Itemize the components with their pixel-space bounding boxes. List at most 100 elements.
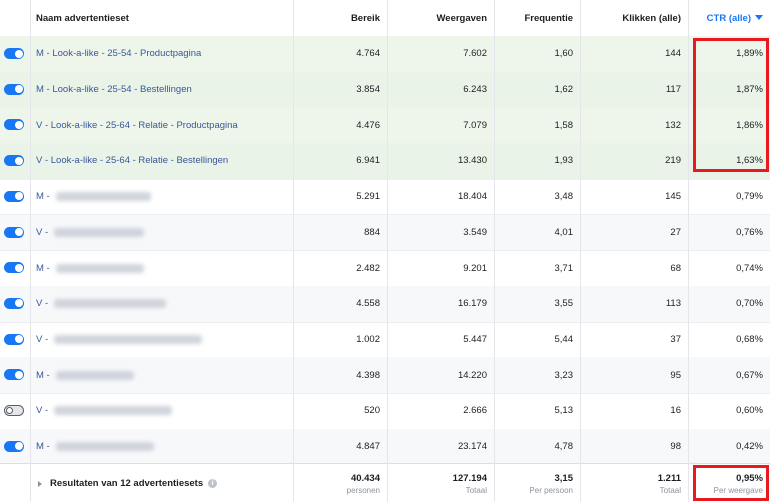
ad-set-toggle[interactable] <box>4 226 24 238</box>
ad-set-name-cell[interactable]: V - <box>30 215 293 251</box>
column-divider <box>30 0 31 502</box>
cell-frequency: 3,55 <box>554 298 574 310</box>
ad-set-name-cell[interactable]: V - Look-a-like - 25-64 - Relatie - Best… <box>30 143 293 179</box>
ad-set-name-cell[interactable]: M - <box>30 357 293 393</box>
table-row[interactable]: V - Look-a-like - 25-64 - Relatie - Best… <box>0 143 770 180</box>
ad-set-name-cell[interactable]: V - Look-a-like - 25-64 - Relatie - Prod… <box>30 107 293 143</box>
info-icon[interactable]: i <box>208 479 218 488</box>
cell-reach: 6.941 <box>356 155 380 167</box>
cell-frequency: 1,93 <box>554 155 574 167</box>
ad-set-toggle[interactable] <box>4 119 24 131</box>
ad-set-name-link[interactable]: M - <box>36 369 50 381</box>
ad-set-name-link[interactable]: M - <box>36 441 50 453</box>
ad-set-name-link[interactable]: M - Look-a-like - 25-54 - Bestellingen <box>36 84 192 96</box>
cell-impressions: 23.174 <box>457 441 487 453</box>
summary-frequency-value: 3,15 <box>554 472 574 484</box>
column-header-ctr-label: CTR (alle) <box>706 12 751 24</box>
cell-clicks: 132 <box>665 119 681 131</box>
ctr-highlight-box <box>693 38 769 172</box>
ad-set-name-cell[interactable]: M - Look-a-like - 25-54 - Productpagina <box>30 36 293 72</box>
ad-set-name-link[interactable]: V - <box>36 405 49 417</box>
cell-reach: 4.558 <box>356 298 380 310</box>
cell-clicks: 95 <box>670 369 681 381</box>
table-row[interactable]: V - 884 3.549 4,01 27 0,76% <box>0 214 770 252</box>
summary-reach-unit: personen <box>346 485 380 495</box>
summary-clicks-unit: Totaal <box>659 485 681 495</box>
column-header-clicks[interactable]: Klikken (alle) <box>622 12 681 24</box>
ad-set-name-cell[interactable]: M - <box>30 179 293 215</box>
cell-clicks: 117 <box>665 84 681 96</box>
ad-set-name-link[interactable]: V - <box>36 333 49 345</box>
table-row[interactable]: V - Look-a-like - 25-64 - Relatie - Prod… <box>0 107 770 145</box>
cell-impressions: 2.666 <box>463 405 487 417</box>
toggle-knob <box>14 299 23 308</box>
summary-label-cell[interactable]: Resultaten van 12 advertentiesets i <box>0 464 293 503</box>
cell-ctr: 0,60% <box>736 405 763 417</box>
summary-ctr: 0,95% Per weergave <box>688 464 770 503</box>
ad-set-toggle[interactable] <box>4 262 24 274</box>
ad-set-toggle[interactable] <box>4 405 24 416</box>
redacted-name <box>54 334 203 344</box>
cell-clicks: 113 <box>665 298 681 310</box>
table-row[interactable]: M - 4.398 14.220 3,23 95 0,67% <box>0 357 770 394</box>
ad-set-name-link[interactable]: V - Look-a-like - 25-64 - Relatie - Best… <box>36 155 229 167</box>
ad-set-toggle[interactable] <box>4 369 24 381</box>
table-header: Naam advertentieset Bereik Weergaven Fre… <box>0 0 770 37</box>
column-header-name[interactable]: Naam advertentieset <box>36 12 129 24</box>
table-row[interactable]: M - Look-a-like - 25-54 - Bestellingen 3.… <box>0 71 770 109</box>
table-row[interactable]: V - 520 2.666 5,13 16 0,60% <box>0 393 770 430</box>
column-header-ctr[interactable]: CTR (alle) <box>688 0 770 36</box>
table-row[interactable]: M - 5.291 18.404 3,48 145 0,79% <box>0 179 770 216</box>
column-header-impressions[interactable]: Weergaven <box>436 12 487 24</box>
cell-impressions: 18.404 <box>457 191 487 203</box>
column-header-frequency[interactable]: Frequentie <box>524 12 573 24</box>
table-row[interactable]: M - 4.847 23.174 4,78 98 0,42% <box>0 428 770 466</box>
table-row[interactable]: V - 1.002 5.447 5,44 37 0,68% <box>0 322 770 359</box>
ad-set-name-link[interactable]: V - <box>36 226 49 238</box>
ad-set-name-cell[interactable]: V - <box>30 286 293 322</box>
ad-set-toggle[interactable] <box>4 333 24 345</box>
table-row[interactable]: V - 4.558 16.179 3,55 113 0,70% <box>0 285 770 323</box>
expand-caret-icon[interactable] <box>38 480 42 487</box>
toggle-knob <box>14 120 23 129</box>
ad-set-name-link[interactable]: M - <box>36 262 50 274</box>
cell-ctr: 1,86% <box>736 119 763 131</box>
ad-set-name-cell[interactable]: M - <box>30 429 293 465</box>
cell-reach: 884 <box>364 226 380 238</box>
column-divider <box>688 0 689 502</box>
ad-set-toggle[interactable] <box>4 190 24 202</box>
cell-frequency: 1,60 <box>554 48 574 60</box>
cell-ctr: 0,67% <box>736 369 763 381</box>
ad-set-toggle[interactable] <box>4 297 24 309</box>
ad-set-name-link[interactable]: M - <box>36 191 50 203</box>
cell-frequency: 5,13 <box>554 405 574 417</box>
table-row[interactable]: M - Look-a-like - 25-54 - Productpagina 4… <box>0 36 770 73</box>
summary-clicks-value: 1.211 <box>657 472 681 484</box>
cell-reach: 4.847 <box>356 441 380 453</box>
cell-clicks: 219 <box>665 155 681 167</box>
column-divider <box>387 0 388 502</box>
ad-set-name-link[interactable]: V - Look-a-like - 25-64 - Relatie - Prod… <box>36 119 238 131</box>
ad-set-name-cell[interactable]: M - <box>30 250 293 286</box>
cell-frequency: 4,01 <box>554 226 574 238</box>
ad-set-name-cell[interactable]: V - <box>30 322 293 358</box>
cell-impressions: 6.243 <box>463 84 487 96</box>
ad-set-name-link[interactable]: M - Look-a-like - 25-54 - Productpagina <box>36 48 202 60</box>
table-row[interactable]: M - 2.482 9.201 3,71 68 0,74% <box>0 250 770 287</box>
toggle-knob <box>14 192 23 201</box>
ad-set-toggle[interactable] <box>4 155 24 167</box>
summary-reach-value: 40.434 <box>350 472 380 484</box>
column-header-reach[interactable]: Bereik <box>350 12 380 24</box>
ad-set-name-link[interactable]: V - <box>36 298 49 310</box>
toggle-knob <box>14 49 23 58</box>
ad-set-name-cell[interactable]: M - Look-a-like - 25-54 - Bestellingen <box>30 72 293 108</box>
cell-ctr: 0,74% <box>736 262 763 274</box>
ad-set-toggle[interactable] <box>4 83 24 95</box>
ad-set-toggle[interactable] <box>4 440 24 452</box>
ad-set-name-cell[interactable]: V - <box>30 393 293 429</box>
cell-clicks: 145 <box>665 191 681 203</box>
cell-impressions: 16.179 <box>457 298 487 310</box>
cell-clicks: 27 <box>670 226 681 238</box>
cell-impressions: 3.549 <box>463 226 487 238</box>
ad-set-toggle[interactable] <box>4 48 24 59</box>
